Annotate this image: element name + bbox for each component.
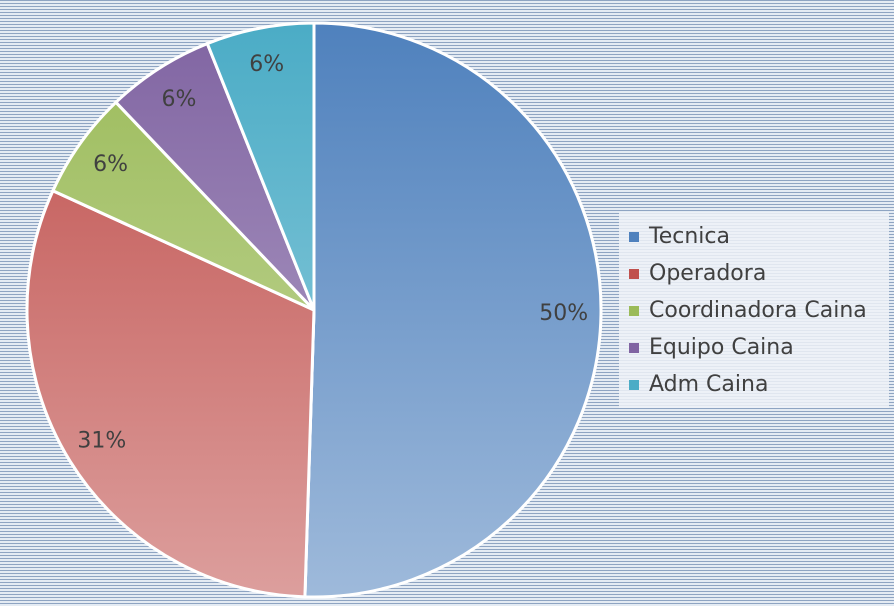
legend-box bbox=[619, 212, 889, 408]
data-label: 31% bbox=[77, 429, 126, 454]
data-label: 6% bbox=[162, 87, 197, 112]
legend-label: Tecnica bbox=[648, 224, 730, 249]
pie-slice-fill bbox=[205, 21, 316, 311]
legend-marker bbox=[629, 232, 639, 242]
legend-label: Operadora bbox=[649, 261, 766, 286]
legend-marker bbox=[629, 269, 639, 279]
pie-slice-fill bbox=[303, 21, 603, 599]
legend-label: Coordinadora Caina bbox=[649, 298, 867, 323]
legend-label: Adm Caina bbox=[649, 372, 768, 397]
legend-label: Equipo Caina bbox=[649, 335, 794, 360]
data-label: 6% bbox=[93, 152, 128, 177]
legend-marker bbox=[629, 343, 639, 353]
data-label: 50% bbox=[539, 301, 588, 326]
data-label: 6% bbox=[249, 52, 284, 77]
pie-slice-fill bbox=[25, 188, 316, 599]
legend-marker bbox=[629, 380, 639, 390]
legend-marker bbox=[629, 306, 639, 316]
